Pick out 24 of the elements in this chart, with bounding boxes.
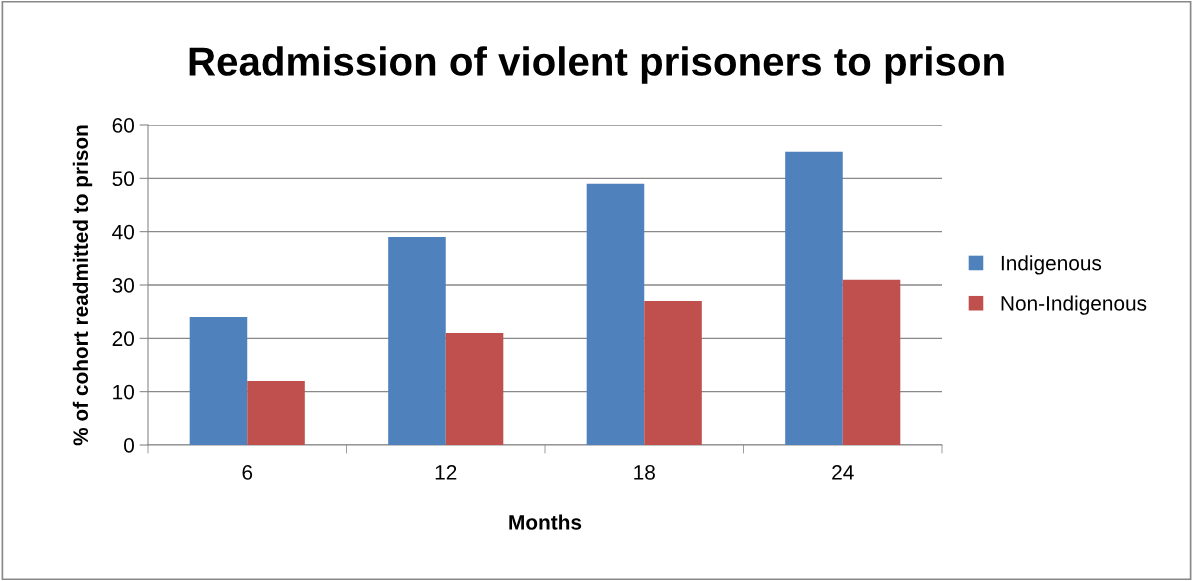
bar bbox=[247, 381, 305, 445]
y-tick-label: 50 bbox=[112, 171, 134, 187]
bar bbox=[785, 151, 843, 445]
bar bbox=[586, 183, 645, 445]
bar bbox=[842, 279, 901, 445]
x-tick-label: 18 bbox=[634, 464, 655, 480]
y-tick-label: 10 bbox=[113, 384, 134, 400]
y-tick-label: 30 bbox=[112, 278, 134, 293]
y-tick-label: 0 bbox=[124, 438, 134, 453]
bar bbox=[445, 333, 504, 445]
y-tick-label: 60 bbox=[112, 118, 134, 133]
legend-label: Non-Indigenous bbox=[1001, 295, 1147, 315]
x-tick-label: 12 bbox=[435, 464, 457, 480]
bar bbox=[388, 237, 446, 445]
legend-label: Indigenous bbox=[1001, 255, 1102, 275]
y-axis-title: % of cohort readmitted to prison bbox=[72, 125, 93, 446]
x-axis-title: Months bbox=[509, 514, 582, 530]
y-tick-label: 20 bbox=[112, 331, 134, 347]
bar bbox=[644, 301, 702, 445]
bar bbox=[189, 317, 248, 445]
x-tick-label: 6 bbox=[242, 464, 253, 480]
y-tick-label: 40 bbox=[112, 224, 134, 240]
x-tick-label: 24 bbox=[832, 464, 854, 480]
chart-title: Readmission of violent prisoners to prison bbox=[189, 46, 1004, 84]
